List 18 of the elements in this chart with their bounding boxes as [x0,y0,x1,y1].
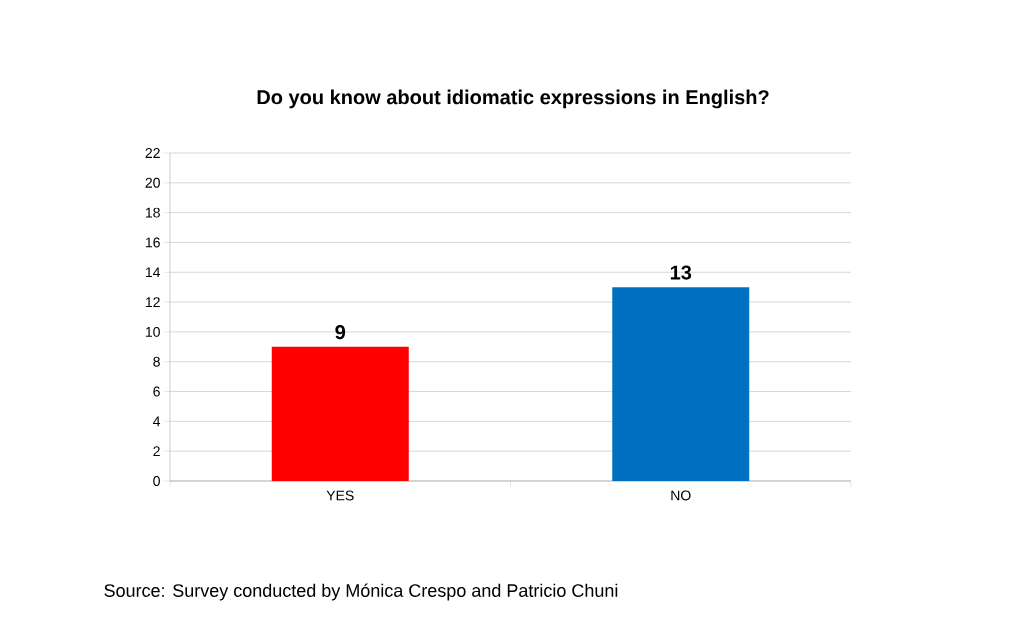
y-tick-label: 6 [153,386,160,397]
y-tick-label: 18 [145,207,160,218]
y-tick-label: 20 [145,177,160,188]
data-label: 13 [670,265,692,280]
y-tick-label: 8 [153,356,160,367]
x-tick-label: YES [326,490,354,501]
data-label: 9 [335,325,346,340]
source-note: Source: Survey conducted by Mónica Crespo and Patricio Chuni [104,583,618,601]
y-tick-label: 22 [145,148,160,158]
y-tick-label: 10 [145,326,160,337]
y-tick-label: 2 [153,446,160,457]
y-tick-label: 4 [153,416,161,427]
y-tick-label: 12 [145,297,160,307]
chart-title: Do you know about idiomatic expressions in English? [257,89,769,109]
x-tick-label: NO [671,490,691,501]
y-tick-label: 14 [145,267,161,278]
y-tick-label: 16 [145,237,160,248]
y-tick-label: 0 [153,476,160,486]
